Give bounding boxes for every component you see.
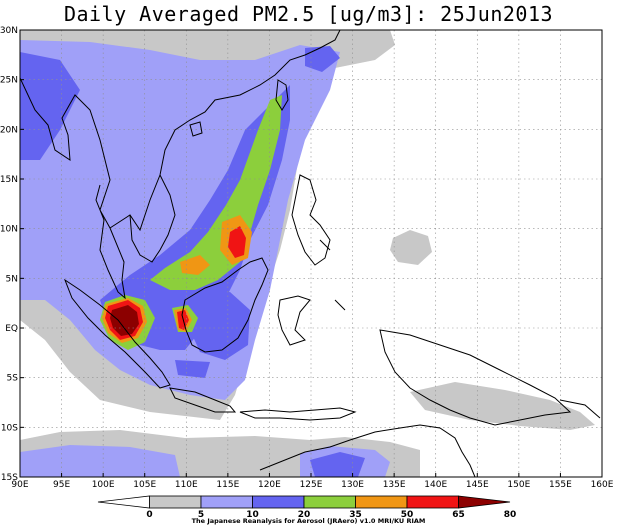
lon-tick-label: 160E — [591, 480, 614, 490]
colorbar-label: 5 — [198, 510, 204, 520]
band-blue-region-corridor — [100, 85, 290, 350]
coastline-hainan — [189, 121, 203, 137]
coastline-philippines — [291, 174, 331, 266]
coastline-taiwan — [275, 79, 289, 111]
concentration-field — [20, 30, 602, 477]
map-title: Daily Averaged PM2.5 [ug/m3]: 25Jun2013 — [63, 2, 554, 26]
lon-tick-label: 105E — [133, 480, 156, 490]
coastline-sulawesi — [277, 295, 311, 346]
band-green-region-corridor — [150, 95, 282, 290]
colorbar-swatch — [149, 495, 202, 509]
coastline-indochina-south — [129, 174, 176, 263]
colorbar-label: 20 — [298, 510, 311, 520]
coastline-sumatra — [63, 278, 171, 389]
lat-tick-label: 25N — [0, 76, 18, 86]
latitude-labels: 15S 10S 5S EQ 5N 10N 15N 20N 25N 30N — [0, 26, 24, 483]
lon-tick-label: 135E — [383, 480, 406, 490]
lon-tick-label: 120E — [258, 480, 281, 490]
coastline-java — [169, 387, 237, 413]
coastline-lesser-sunda — [239, 407, 357, 421]
coastlines — [20, 30, 601, 477]
coastline-borneo — [181, 257, 269, 353]
lat-tick-label: 15S — [1, 473, 18, 483]
lat-tick-label: 30N — [0, 26, 18, 36]
band-orange-region-corridor-2 — [180, 255, 210, 275]
colorbar-label: 0 — [146, 510, 152, 520]
lat-tick-label: EQ — [5, 324, 18, 334]
lon-tick-label: 140E — [424, 480, 447, 490]
band-blue-region-northwest — [20, 52, 80, 160]
colorbar-swatch — [200, 495, 253, 509]
colorbar-label: 80 — [504, 510, 517, 520]
colorbar: 0 5 10 20 35 50 65 80 — [97, 495, 517, 520]
lat-tick-label: 15N — [0, 175, 18, 185]
colorbar-swatch — [355, 495, 408, 509]
band-darkred-region-sumatra — [110, 305, 139, 336]
colorbar-swatch — [252, 495, 305, 509]
band-blue-region-south — [310, 452, 365, 477]
lon-tick-label: 130E — [341, 480, 364, 490]
lon-tick-label: 145E — [466, 480, 489, 490]
colorbar-swatch — [458, 495, 511, 509]
lon-tick-label: 95E — [53, 480, 70, 490]
colorbar-swatch — [97, 495, 150, 509]
lon-tick-label: 90E — [11, 480, 28, 490]
colorbar-label: 65 — [452, 510, 465, 520]
coastline-asia-mainland — [20, 30, 341, 300]
band-lightblue-region-south — [20, 445, 180, 477]
band-grey-region-east-1 — [390, 230, 432, 265]
lon-tick-label: 110E — [175, 480, 198, 490]
lon-tick-label: 125E — [300, 480, 323, 490]
lat-tick-label: 10S — [1, 423, 18, 433]
band-blue-region-borneo — [190, 292, 250, 360]
band-grey-region-east-2 — [410, 382, 595, 430]
lat-tick-label: 5S — [7, 374, 19, 384]
coastline-new-guinea — [379, 329, 572, 426]
colorbar-swatch — [303, 495, 356, 509]
colorbar-label: 35 — [349, 510, 362, 520]
lon-tick-label: 100E — [92, 480, 115, 490]
colorbar-swatch — [406, 495, 459, 509]
band-red-region-corridor — [228, 226, 246, 258]
lat-tick-label: 10N — [0, 225, 18, 235]
lon-tick-label: 150E — [507, 480, 530, 490]
colorbar-label: 50 — [401, 510, 414, 520]
lat-tick-label: 5N — [6, 274, 18, 284]
band-blue-region-north — [305, 46, 340, 72]
colorbar-label: 10 — [246, 510, 259, 520]
coastline-australia — [259, 424, 476, 477]
lat-tick-label: 20N — [0, 125, 18, 135]
credit-text: The Japanese Reanalysis for Aerosol (JRA… — [191, 517, 426, 525]
band-blue-region-java — [175, 360, 210, 378]
longitude-labels: 90E 95E 100E 105E 110E 115E 120E 125E 130E 135E 14… — [11, 473, 614, 490]
coastline-islands-east — [319, 239, 601, 419]
lon-tick-label: 155E — [549, 480, 572, 490]
lon-tick-label: 115E — [216, 480, 239, 490]
